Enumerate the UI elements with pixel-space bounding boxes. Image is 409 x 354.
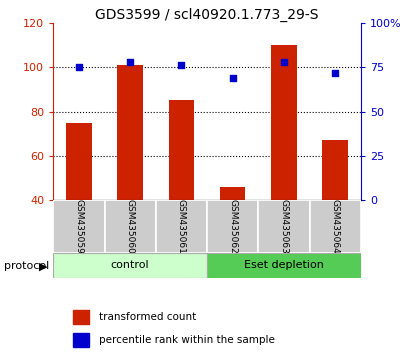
Point <box>126 59 133 65</box>
Bar <box>66 122 92 200</box>
Point <box>75 64 82 70</box>
Bar <box>104 200 155 253</box>
Text: control: control <box>110 261 149 270</box>
Bar <box>321 140 347 200</box>
Point <box>280 59 286 65</box>
Bar <box>207 200 258 253</box>
Text: GSM435063: GSM435063 <box>279 199 288 254</box>
Point <box>331 70 338 75</box>
Bar <box>53 200 104 253</box>
Text: GSM435062: GSM435062 <box>228 199 236 254</box>
Bar <box>73 310 88 324</box>
Bar <box>270 45 296 200</box>
Point <box>178 63 184 68</box>
Bar <box>53 253 207 278</box>
Text: ▶: ▶ <box>39 261 47 271</box>
Text: percentile rank within the sample: percentile rank within the sample <box>99 335 274 345</box>
Bar <box>219 187 245 200</box>
Text: GSM435060: GSM435060 <box>126 199 134 254</box>
Text: Eset depletion: Eset depletion <box>243 261 323 270</box>
Bar <box>168 101 194 200</box>
Text: GSM435059: GSM435059 <box>74 199 83 254</box>
Bar <box>258 200 309 253</box>
Text: protocol: protocol <box>4 261 49 271</box>
Bar <box>207 253 360 278</box>
Text: GSM435064: GSM435064 <box>330 199 339 254</box>
Text: GSM435061: GSM435061 <box>177 199 185 254</box>
Bar <box>155 200 207 253</box>
Bar <box>309 200 360 253</box>
Bar <box>73 333 88 347</box>
Bar <box>117 65 143 200</box>
Point <box>229 75 235 81</box>
Text: transformed count: transformed count <box>99 312 196 322</box>
Title: GDS3599 / scl40920.1.773_29-S: GDS3599 / scl40920.1.773_29-S <box>95 8 318 22</box>
